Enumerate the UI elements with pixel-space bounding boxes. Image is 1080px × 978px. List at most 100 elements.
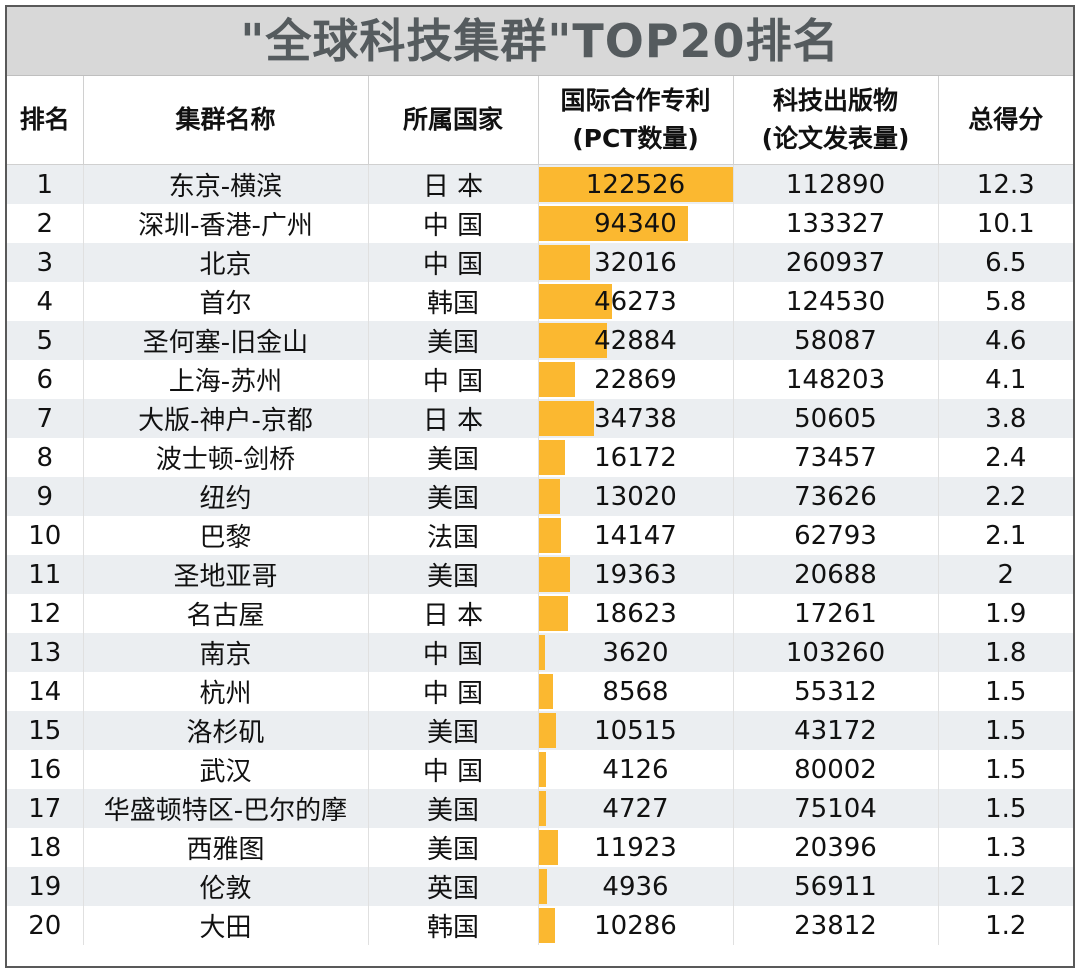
pct-data-bar (538, 323, 607, 358)
pct-value: 22869 (594, 364, 677, 395)
rank-cell: 9 (7, 477, 84, 516)
country-cell: 中 国 (368, 360, 539, 399)
ranking-table: 排名 集群名称 所属国家 国际合作专利 (PCT数量) 科技出版物 (论文发表量… (7, 76, 1073, 945)
publication-cell: 55312 (733, 672, 939, 711)
pct-value: 16172 (594, 442, 677, 473)
pct-value: 10515 (594, 715, 677, 746)
pct-cell: 14147 (538, 516, 734, 555)
pct-data-bar (538, 596, 568, 631)
score-cell: 1.9 (938, 594, 1073, 633)
cluster-name-cell: 圣何塞-旧金山 (83, 321, 369, 360)
pct-data-bar (538, 167, 733, 202)
pct-data-bar (538, 362, 575, 397)
publication-cell: 56911 (733, 867, 939, 906)
cluster-name-cell: 北京 (83, 243, 369, 282)
country-cell: 中 国 (368, 633, 539, 672)
pct-value: 42884 (594, 325, 677, 356)
table-row: 12 名古屋日 本 18623 17261 1.9 (7, 594, 1073, 633)
pct-value: 94340 (594, 208, 677, 239)
publication-cell: 20396 (733, 828, 939, 867)
pct-value: 34738 (594, 403, 677, 434)
score-cell: 1.3 (938, 828, 1073, 867)
pct-data-bar (538, 635, 545, 670)
cluster-name-cell: 东京-横滨 (83, 164, 369, 204)
header-row: 排名 集群名称 所属国家 国际合作专利 (PCT数量) 科技出版物 (论文发表量… (7, 76, 1073, 165)
score-cell: 3.8 (938, 399, 1073, 438)
table-row: 3 北京中 国 32016 260937 6.5 (7, 243, 1073, 282)
pct-cell: 11923 (538, 828, 734, 867)
pct-data-bar (538, 401, 594, 436)
publication-cell: 80002 (733, 750, 939, 789)
table-row: 10 巴黎 法国 14147 62793 2.1 (7, 516, 1073, 555)
pct-value: 32016 (594, 247, 677, 278)
pct-cell: 13020 (538, 477, 734, 516)
pct-value: 10286 (594, 910, 677, 941)
rank-cell: 6 (7, 360, 84, 399)
country-cell: 中 国 (368, 204, 539, 243)
score-cell: 2.2 (938, 477, 1073, 516)
score-cell: 4.1 (938, 360, 1073, 399)
pct-cell: 3620 (538, 633, 734, 672)
pct-data-bar (538, 674, 553, 709)
country-cell: 日 本 (368, 164, 539, 204)
pct-cell: 34738 (538, 399, 734, 438)
pct-value: 4126 (602, 754, 669, 785)
rank-cell: 11 (7, 555, 84, 594)
cluster-name-cell: 西雅图 (83, 828, 369, 867)
table-row: 7 大版-神户-京都日 本 34738 50605 3.8 (7, 399, 1073, 438)
publication-cell: 50605 (733, 399, 939, 438)
publication-cell: 103260 (733, 633, 939, 672)
sheet-title: "全球科技集群"TOP20排名 (7, 7, 1073, 76)
publication-cell: 73457 (733, 438, 939, 477)
ranking-sheet: "全球科技集群"TOP20排名 排名 集群名称 所属国家 国际合作专利 (PCT… (5, 5, 1075, 968)
publication-cell: 58087 (733, 321, 939, 360)
rank-cell: 3 (7, 243, 84, 282)
table-row: 14 杭州中 国 8568 55312 1.5 (7, 672, 1073, 711)
country-cell: 中 国 (368, 243, 539, 282)
cluster-name-cell: 深圳-香港-广州 (83, 204, 369, 243)
table-row: 2 深圳-香港-广州中 国 94340 133327 10.1 (7, 204, 1073, 243)
pct-data-bar (538, 752, 546, 787)
cluster-header: 集群名称 (83, 76, 369, 165)
score-cell: 1.5 (938, 750, 1073, 789)
pct-data-bar (538, 869, 547, 904)
cluster-name-cell: 圣地亚哥 (83, 555, 369, 594)
publication-cell: 73626 (733, 477, 939, 516)
rank-cell: 18 (7, 828, 84, 867)
rank-cell: 10 (7, 516, 84, 555)
country-cell: 日 本 (368, 399, 539, 438)
country-cell: 美国 (368, 789, 539, 828)
pct-data-bar (538, 557, 570, 592)
pct-cell: 42884 (538, 321, 734, 360)
rank-cell: 5 (7, 321, 84, 360)
country-cell: 日 本 (368, 594, 539, 633)
pct-data-bar (538, 791, 546, 826)
publication-cell: 62793 (733, 516, 939, 555)
pct-cell: 4126 (538, 750, 734, 789)
pct-cell: 46273 (538, 282, 734, 321)
score-cell: 1.2 (938, 906, 1073, 945)
pct-header-line1: 国际合作专利 (560, 86, 711, 115)
pct-data-bar (538, 830, 558, 865)
table-row: 15 洛杉矶 美国 10515 43172 1.5 (7, 711, 1073, 750)
score-cell: 1.5 (938, 789, 1073, 828)
score-cell: 4.6 (938, 321, 1073, 360)
table-row: 19 伦敦 英国 4936 56911 1.2 (7, 867, 1073, 906)
pct-data-bar (538, 479, 560, 514)
pct-cell: 19363 (538, 555, 734, 594)
pct-value: 4727 (602, 793, 669, 824)
pct-value: 14147 (594, 520, 677, 551)
cluster-name-cell: 首尔 (83, 282, 369, 321)
score-cell: 1.2 (938, 867, 1073, 906)
country-header: 所属国家 (368, 76, 539, 165)
score-cell: 1.8 (938, 633, 1073, 672)
score-cell: 1.5 (938, 711, 1073, 750)
publication-cell: 260937 (733, 243, 939, 282)
pct-value: 11923 (594, 832, 677, 863)
publication-cell: 23812 (733, 906, 939, 945)
table-row: 11 圣地亚哥 美国 19363 20688 2 (7, 555, 1073, 594)
cluster-name-cell: 大版-神户-京都 (83, 399, 369, 438)
pct-data-bar (538, 440, 565, 475)
table-row: 1 东京-横滨日 本 122526 112890 12.3 (7, 164, 1073, 204)
publication-header-line1: 科技出版物 (772, 86, 898, 115)
